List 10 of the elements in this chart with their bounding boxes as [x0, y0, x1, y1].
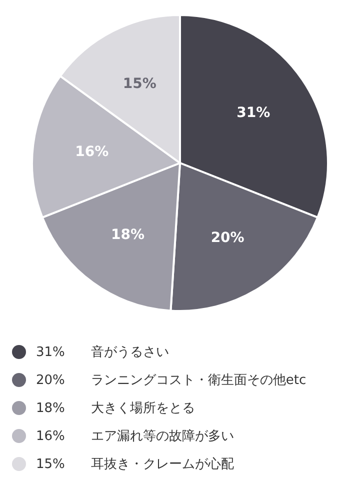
- legend-label: 20% ランニングコスト・衛生面その他etc: [36, 373, 306, 388]
- data-label: 31%: [236, 105, 270, 122]
- data-label: 18%: [111, 226, 145, 243]
- data-label: 20%: [210, 230, 244, 246]
- legend-label: 18% 大きく場所をとる: [36, 401, 195, 416]
- legend-label: 31% 音がうるさい: [36, 345, 169, 360]
- legend-label: 16% エア漏れ等の故障が多い: [36, 429, 234, 444]
- legend-label: 15% 耳抜き・クレームが心配: [36, 457, 234, 472]
- data-label: 16%: [75, 144, 109, 160]
- data-label: 15%: [122, 76, 156, 92]
